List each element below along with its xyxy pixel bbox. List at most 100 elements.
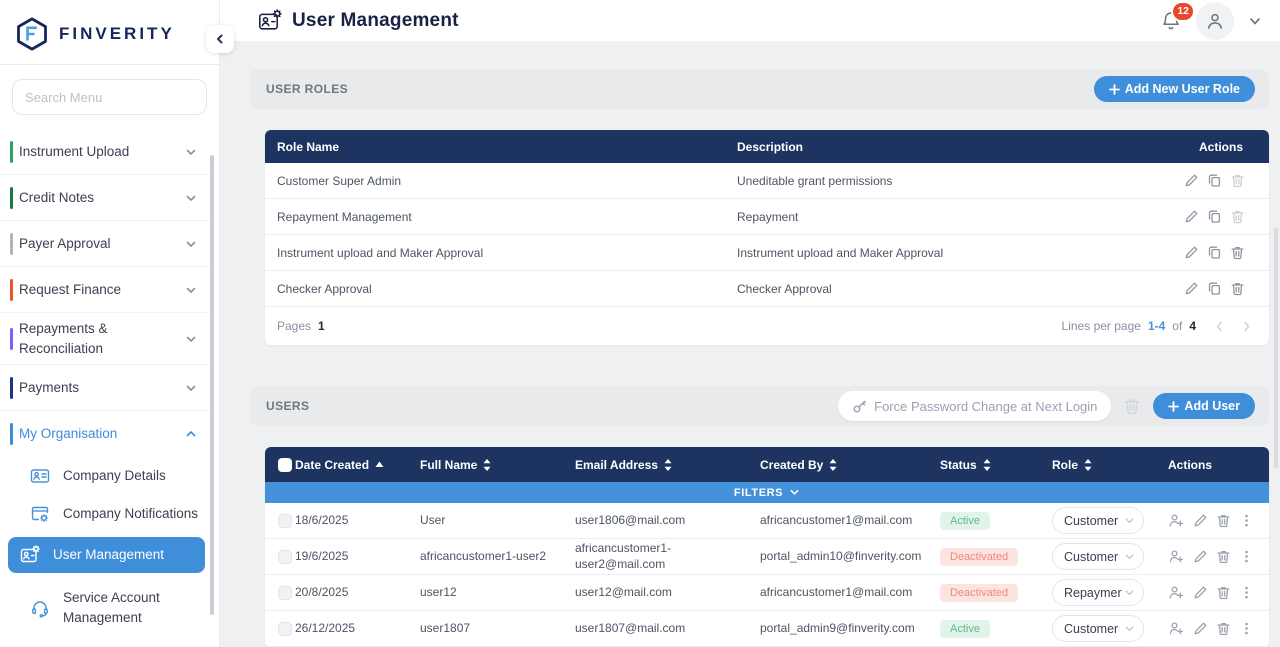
- notifications-button[interactable]: 12: [1160, 10, 1182, 32]
- reinvite-user-icon[interactable]: [1168, 584, 1185, 601]
- delete-icon[interactable]: [1230, 281, 1245, 296]
- users-header: USERS Force Password Change at Next Logi…: [250, 386, 1269, 426]
- edit-icon[interactable]: [1184, 209, 1199, 224]
- email-address: africancustomer1-user2@mail.com: [575, 541, 760, 572]
- sidebar-menu: Instrument Upload Credit Notes Payer A: [0, 129, 219, 411]
- content: USER ROLES Add New User Role Role Name D…: [220, 41, 1280, 647]
- accent-bar: [10, 377, 13, 399]
- copy-icon[interactable]: [1207, 173, 1222, 188]
- chevron-down-icon: [185, 238, 197, 250]
- delete-icon[interactable]: [1216, 621, 1231, 636]
- role-dropdown[interactable]: Customer: [1052, 543, 1144, 570]
- user-avatar[interactable]: [1196, 2, 1234, 40]
- users-table-body: 18/6/2025 User user1806@mail.com african…: [265, 503, 1269, 647]
- row-checkbox[interactable]: [278, 550, 292, 564]
- edit-icon[interactable]: [1184, 245, 1199, 260]
- page-title-text: User Management: [292, 10, 459, 32]
- edit-icon[interactable]: [1193, 549, 1208, 564]
- sidebar-item-label: Payments: [19, 378, 164, 398]
- sidebar-item-company-details[interactable]: Company Details: [0, 457, 219, 495]
- row-checkbox[interactable]: [278, 622, 292, 636]
- more-options-icon[interactable]: [1239, 621, 1254, 636]
- date-created: 19/6/2025: [295, 549, 420, 565]
- table-row: Customer Super Admin Uneditable grant pe…: [265, 163, 1269, 199]
- edit-icon[interactable]: [1193, 621, 1208, 636]
- sidebar-item[interactable]: Payments: [0, 365, 211, 411]
- column-header-sortable[interactable]: Created By: [760, 458, 940, 472]
- divider: [0, 64, 219, 65]
- sidebar: FINVERITY Instrument Upload Credit Notes: [0, 0, 220, 647]
- add-new-user-role-button[interactable]: Add New User Role: [1094, 76, 1255, 102]
- id-card-icon: [30, 466, 50, 486]
- reinvite-user-icon[interactable]: [1168, 548, 1185, 565]
- search-menu-input[interactable]: [12, 79, 207, 115]
- row-checkbox[interactable]: [278, 586, 292, 600]
- edit-icon[interactable]: [1193, 585, 1208, 600]
- role-dropdown[interactable]: Customer: [1052, 615, 1144, 642]
- delete-icon[interactable]: [1230, 173, 1245, 188]
- sidebar-item[interactable]: Instrument Upload: [0, 129, 211, 175]
- role-description: Uneditable grant permissions: [725, 174, 1173, 188]
- role-dropdown[interactable]: Repaymer: [1052, 579, 1144, 606]
- headset-icon: [30, 598, 50, 618]
- bulk-delete-icon[interactable]: [1123, 397, 1141, 415]
- sidebar-item[interactable]: Payer Approval: [0, 221, 211, 267]
- delete-icon[interactable]: [1230, 245, 1245, 260]
- force-password-change-button[interactable]: Force Password Change at Next Login: [838, 391, 1111, 421]
- role-dropdown[interactable]: Customer: [1052, 507, 1144, 534]
- column-header-sortable[interactable]: Role: [1052, 458, 1168, 472]
- sidebar-item-label: Instrument Upload: [19, 142, 164, 162]
- add-user-button[interactable]: Add User: [1153, 393, 1255, 419]
- delete-icon[interactable]: [1216, 513, 1231, 528]
- column-header-sortable[interactable]: Full Name: [420, 458, 575, 472]
- sidebar-item-service-account-management[interactable]: Service Account Management: [0, 579, 219, 636]
- copy-icon[interactable]: [1207, 245, 1222, 260]
- chevron-down-icon: [185, 192, 197, 204]
- edit-icon[interactable]: [1193, 513, 1208, 528]
- column-header-sortable[interactable]: Status: [940, 458, 1052, 472]
- delete-icon[interactable]: [1216, 549, 1231, 564]
- sidebar-scrollbar[interactable]: [210, 155, 214, 615]
- select-all-checkbox[interactable]: [278, 458, 292, 472]
- copy-icon[interactable]: [1207, 209, 1222, 224]
- reinvite-user-icon[interactable]: [1168, 620, 1185, 637]
- full-name: africancustomer1-user2: [420, 549, 575, 565]
- reinvite-user-icon[interactable]: [1168, 512, 1185, 529]
- filters-toggle[interactable]: FILTERS: [265, 482, 1269, 503]
- accent-bar: [10, 233, 13, 255]
- column-header-sortable[interactable]: Date Created: [295, 458, 420, 472]
- sidebar-item-user-management[interactable]: User Management: [8, 537, 205, 573]
- previous-page-icon[interactable]: [1213, 320, 1226, 333]
- topbar: User Management 12: [220, 0, 1280, 41]
- edit-icon[interactable]: [1184, 173, 1199, 188]
- page-scrollbar[interactable]: [1274, 228, 1278, 468]
- sidebar-item-my-organisation[interactable]: My Organisation: [0, 411, 211, 457]
- full-name: user1807: [420, 621, 575, 637]
- more-options-icon[interactable]: [1239, 585, 1254, 600]
- more-options-icon[interactable]: [1239, 513, 1254, 528]
- sidebar-collapse-button[interactable]: [206, 25, 234, 53]
- chevron-up-icon: [185, 428, 197, 440]
- row-checkbox[interactable]: [278, 514, 292, 528]
- edit-icon[interactable]: [1184, 281, 1199, 296]
- delete-icon[interactable]: [1216, 585, 1231, 600]
- sidebar-item-company-notifications[interactable]: Company Notifications: [0, 495, 219, 533]
- sidebar-item[interactable]: Credit Notes: [0, 175, 211, 221]
- delete-icon[interactable]: [1230, 209, 1245, 224]
- next-page-icon[interactable]: [1240, 320, 1253, 333]
- account-menu-chevron-icon[interactable]: [1248, 14, 1262, 28]
- column-header-sortable[interactable]: Email Address: [575, 458, 760, 472]
- copy-icon[interactable]: [1207, 281, 1222, 296]
- total-lines: 4: [1189, 319, 1196, 333]
- email-address: user12@mail.com: [575, 585, 760, 601]
- chevron-down-icon: [185, 333, 197, 345]
- column-header: Role Name: [265, 140, 725, 154]
- chevron-down-icon: [185, 146, 197, 158]
- sidebar-item[interactable]: Request Finance: [0, 267, 211, 313]
- more-options-icon[interactable]: [1239, 549, 1254, 564]
- lines-range[interactable]: 1-4: [1148, 319, 1165, 333]
- sidebar-item[interactable]: Repayments & Reconciliation: [0, 313, 211, 365]
- user-roles-header: USER ROLES Add New User Role: [250, 69, 1269, 109]
- sidebar-item-label: Company Details: [63, 466, 166, 486]
- created-by: africancustomer1@mail.com: [760, 585, 940, 601]
